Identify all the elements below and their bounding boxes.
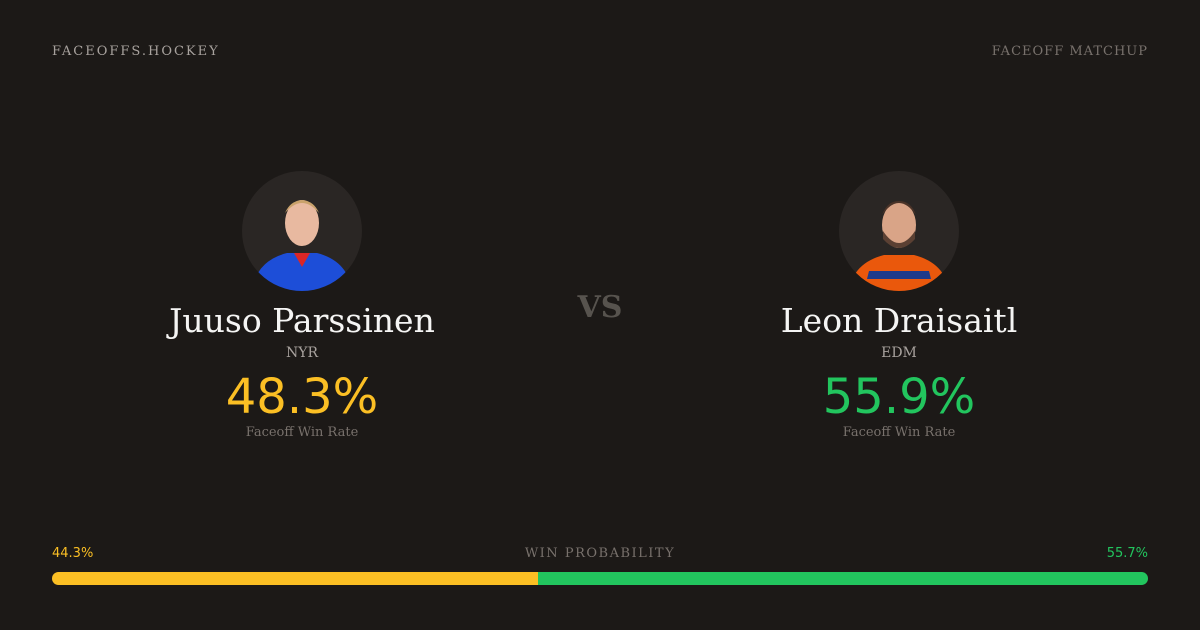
probability-bar [52, 572, 1148, 585]
probability-segment [52, 572, 538, 585]
probability-title: WIN PROBABILITY [524, 546, 676, 561]
probability-label: 55.7% [1106, 546, 1148, 561]
player-right: Leon Draisaitl EDM 55.9% Faceoff Win Rat… [699, 171, 1099, 440]
player-photo [839, 171, 959, 291]
player-name: Leon Draisaitl [780, 301, 1018, 340]
page-label: FACEOFF MATCHUP [991, 44, 1148, 59]
player-photo [242, 171, 362, 291]
win-rate-caption: Faceoff Win Rate [245, 425, 359, 440]
win-rate: 55.9% [822, 369, 976, 425]
probability-segment [537, 572, 1148, 585]
player-left: Juuso Parssinen NYR 48.3% Faceoff Win Ra… [102, 171, 502, 440]
brand: FACEOFFS.HOCKEY [52, 44, 220, 59]
player-team: NYR [285, 345, 319, 361]
probability-label: 44.3% [52, 546, 94, 561]
player-team: EDM [881, 345, 917, 361]
player-name: Juuso Parssinen [169, 301, 435, 340]
vs: VS [577, 290, 623, 325]
win-rate-caption: Faceoff Win Rate [842, 425, 956, 440]
win-rate: 48.3% [225, 369, 379, 425]
